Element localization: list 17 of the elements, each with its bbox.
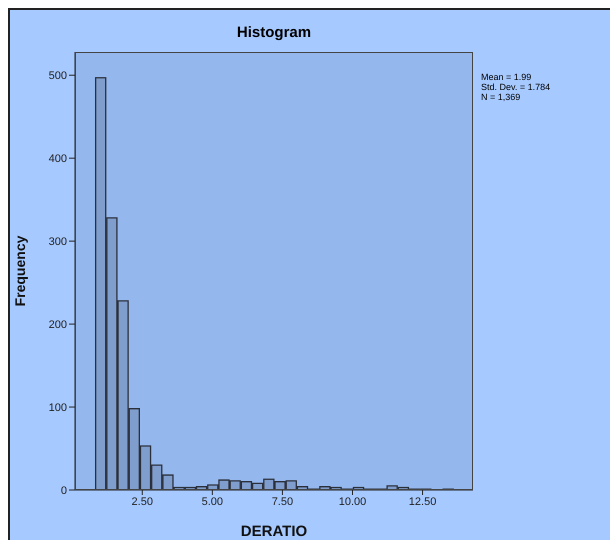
y-tick-label: 200 <box>48 318 67 331</box>
x-tick-label: 2.50 <box>132 496 153 508</box>
y-tick-label: 100 <box>48 402 67 414</box>
chart-title: Histogram <box>236 24 312 41</box>
text: Mean = 1.99 <box>481 72 532 82</box>
y-tick-label: 500 <box>48 70 67 82</box>
y-axis-title: Frequency <box>12 235 28 306</box>
x-tick-label: 10.00 <box>338 496 366 508</box>
x-axis-title: DERATIO <box>240 523 308 540</box>
x-tick-label: 7.50 <box>272 496 294 508</box>
x-tick-label: 12.50 <box>408 496 436 508</box>
text: N = 1,369 <box>481 92 522 102</box>
text: Std. Dev. = 1.784 <box>481 82 550 92</box>
y-tick-label: 300 <box>48 236 67 248</box>
x-tick-label: 5.00 <box>202 496 224 508</box>
y-tick-label: 0 <box>60 484 67 497</box>
y-tick-label: 400 <box>48 153 67 166</box>
